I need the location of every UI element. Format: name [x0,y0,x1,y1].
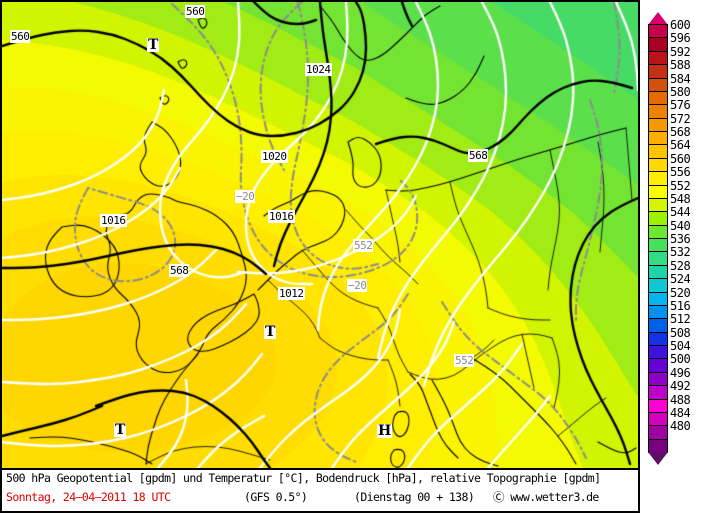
colorbar-bottom-arrow [648,452,668,465]
pressure-center-low: T [114,422,127,438]
caption-box: 500 hPa Geopotential [gpdm] und Temperat… [0,470,640,513]
colorbar-segment [648,438,668,453]
colorbar-segment [648,90,668,106]
colorbar-segment [648,197,668,213]
colorbar-top-arrow [648,12,668,25]
colorbar-segment [648,37,668,52]
colorbar-segment [648,77,668,92]
colorbar-tick-label: 512 [670,312,691,327]
colorbar-segment [648,385,668,400]
colorbar-segment [648,184,668,199]
colorbar-tick-label: 584 [670,71,691,86]
contour-label: 560 [10,30,31,43]
colorbar-segment [648,224,668,239]
colorbar-segment [648,117,668,132]
colorbar-tick-label: 508 [670,325,691,340]
colorbar-tick-label: 520 [670,285,691,300]
contour-label: 1016 [268,210,295,223]
colorbar-tick-label: 532 [670,245,691,260]
colorbar-segment [648,131,668,146]
colorbar-segment [648,411,668,427]
colorbar-segment [648,304,668,320]
colorbar-tick-label: 596 [670,31,691,46]
colorbar-segment [648,211,668,226]
pressure-center-high: H [377,423,393,439]
colorbar-tick-label: 560 [670,151,691,166]
colorbar-segment [648,345,668,360]
colorbar-segment [648,425,668,440]
colorbar[interactable] [648,24,668,453]
contour-label: 552 [353,239,374,252]
colorbar-tick-label: 480 [670,419,691,434]
pressure-center-low: T [264,324,277,340]
contour-label: −20 [235,190,256,203]
colorbar-segment [648,157,668,173]
colorbar-tick-label: 588 [670,58,691,73]
colorbar-tick-label: 552 [670,178,691,193]
contour-label: 1020 [261,150,288,163]
colorbar-tick-label: 536 [670,232,691,246]
contour-label: 568 [169,264,190,277]
colorbar-tick-label: 592 [670,44,691,59]
colorbar-tick-label: 488 [670,392,691,407]
colorbar-segment [648,331,668,346]
colorbar-tick-label: 500 [670,352,691,367]
colorbar-tick-label: 528 [670,258,691,273]
colorbar-segment [648,358,668,373]
colorbar-tick-label: 504 [670,339,691,353]
pressure-center-low: T [147,37,160,53]
colorbar-tick-label: 516 [670,298,691,313]
colorbar-segment [648,398,668,413]
weather-map-canvas[interactable] [2,2,638,468]
map-frame[interactable]: 560 560 568 568 1024 1020 1016 1016 1012 −20 −20 55… [0,0,640,470]
colorbar-tick-label: 556 [670,165,691,180]
colorbar-segment [648,64,668,79]
colorbar-tick-label: 540 [670,218,691,233]
colorbar-tick-label: 524 [670,272,691,287]
colorbar-segment [648,104,668,119]
contour-label: −20 [347,279,368,292]
colorbar-tick-label: 544 [670,205,691,220]
contour-label: 1024 [305,63,332,76]
contour-label: 560 [185,5,206,18]
colorbar-tick-label: 568 [670,125,691,139]
caption-valid-time: Sonntag, 24‒04‒2011 18 UTC [6,490,171,504]
colorbar-tick-label: 576 [670,98,691,113]
colorbar-tick-labels: 600 596 592 588 584 580 576 572 568 564 560 556 552 5… [670,18,704,458]
colorbar-tick-label: 492 [670,379,691,394]
colorbar-segment [648,50,668,66]
colorbar-tick-label: 548 [670,191,691,206]
colorbar-segment [648,291,668,306]
caption-title: 500 hPa Geopotential [gpdm] und Temperat… [6,471,601,485]
contour-label: 552 [454,354,475,367]
colorbar-segment [648,251,668,266]
caption-run: (Dienstag 00 + 138) [354,490,475,504]
colorbar-segment [648,278,668,293]
colorbar-tick-label: 484 [670,405,691,420]
contour-label: 1012 [278,287,305,300]
caption-model: (GFS 0.5°) [244,490,308,504]
colorbar-segment [648,238,668,253]
colorbar-tick-label: 600 [670,18,691,32]
colorbar-segment [648,371,668,387]
colorbar-segment [648,264,668,280]
caption-credit: Ⓒ www.wetter3.de [493,490,599,504]
colorbar-segment [648,318,668,333]
colorbar-tick-label: 496 [670,365,691,380]
colorbar-segment [648,144,668,159]
colorbar-tick-label: 572 [670,111,691,126]
colorbar-tick-label: 564 [670,138,691,153]
caption-subline: Sonntag, 24‒04‒2011 18 UTC (GFS 0.5°) (D… [6,491,638,507]
colorbar-segment [648,24,668,39]
colorbar-tick-label: 580 [670,84,691,99]
colorbar-segment [648,171,668,186]
contour-label: 568 [468,149,489,162]
contour-label: 1016 [100,214,127,227]
